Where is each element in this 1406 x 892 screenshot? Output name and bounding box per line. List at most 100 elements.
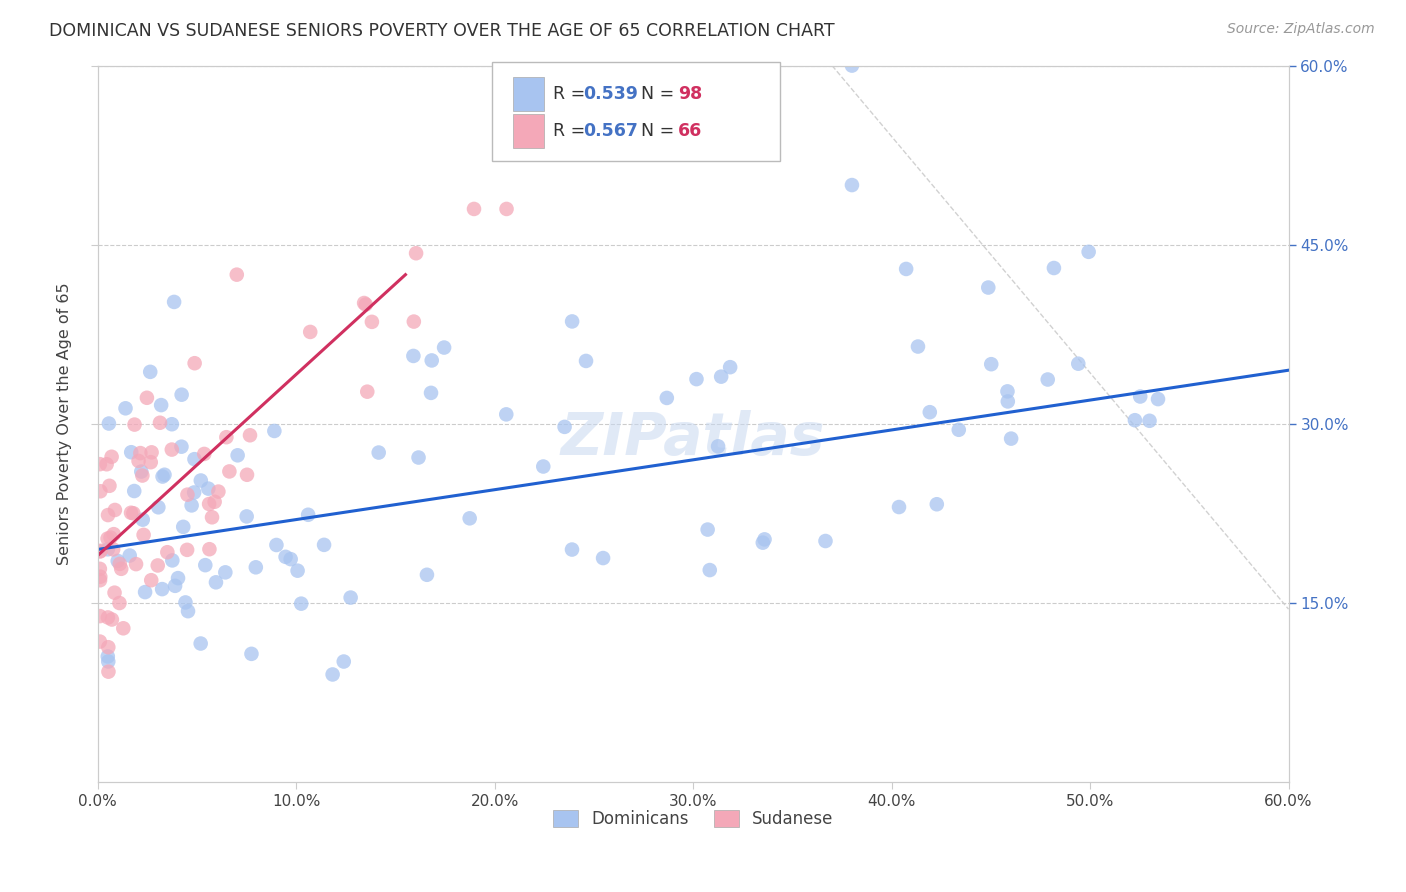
Point <box>97 655 120 669</box>
Point <box>463 202 485 216</box>
Point <box>149 416 172 430</box>
Point <box>96 457 118 471</box>
Point <box>361 315 384 329</box>
Point <box>354 297 377 311</box>
Point <box>495 202 517 216</box>
Point <box>433 341 456 355</box>
Point <box>215 430 238 444</box>
Point <box>205 575 228 590</box>
Point <box>128 454 150 468</box>
Point <box>1147 392 1170 406</box>
Text: N =: N = <box>630 85 679 103</box>
Point <box>193 447 215 461</box>
Point <box>110 562 132 576</box>
Point <box>101 613 124 627</box>
Point <box>190 636 212 650</box>
Point <box>183 452 205 467</box>
Text: 66: 66 <box>678 122 702 140</box>
Point <box>152 469 174 483</box>
Point <box>150 398 173 412</box>
Point <box>322 667 344 681</box>
Point <box>977 280 1000 294</box>
Point <box>207 484 229 499</box>
Point <box>561 542 583 557</box>
Point <box>89 609 111 624</box>
Point <box>685 372 707 386</box>
Point <box>132 513 155 527</box>
Point <box>183 356 205 370</box>
Text: Source: ZipAtlas.com: Source: ZipAtlas.com <box>1227 22 1375 37</box>
Point <box>89 573 111 587</box>
Point <box>156 545 179 559</box>
Point <box>120 445 142 459</box>
Point <box>89 457 111 471</box>
Point <box>103 527 125 541</box>
Point <box>97 610 120 624</box>
Point <box>146 558 169 573</box>
Point <box>1139 414 1161 428</box>
Point <box>183 485 205 500</box>
Point <box>118 549 141 563</box>
Point <box>129 446 152 460</box>
Text: 0.539: 0.539 <box>583 85 638 103</box>
Point <box>104 503 127 517</box>
Point <box>176 488 198 502</box>
Point <box>198 542 221 557</box>
Legend: Dominicans, Sudanese: Dominicans, Sudanese <box>547 804 841 835</box>
Point <box>907 339 929 353</box>
Point <box>263 424 285 438</box>
Point <box>150 582 173 596</box>
Point <box>420 385 443 400</box>
Point <box>180 499 202 513</box>
Text: R =: R = <box>553 85 591 103</box>
Point <box>204 495 226 509</box>
Point <box>980 357 1002 371</box>
Point <box>135 391 157 405</box>
Point <box>887 500 910 514</box>
Point <box>718 360 741 375</box>
Point <box>97 532 120 546</box>
Point <box>754 533 776 547</box>
Point <box>214 566 236 580</box>
Point <box>710 369 733 384</box>
Point <box>98 479 121 493</box>
Point <box>172 520 194 534</box>
Point <box>225 268 247 282</box>
Point <box>122 483 145 498</box>
Point <box>112 621 135 635</box>
Point <box>160 442 183 457</box>
Point <box>134 585 156 599</box>
Point <box>132 528 155 542</box>
Point <box>696 523 718 537</box>
Point <box>402 315 425 329</box>
Point <box>120 506 142 520</box>
Point <box>108 557 131 571</box>
Point <box>531 459 554 474</box>
Point <box>575 354 598 368</box>
Point <box>814 534 837 549</box>
Point <box>841 59 863 73</box>
Point <box>190 474 212 488</box>
Point <box>163 294 186 309</box>
Point <box>353 296 375 310</box>
Point <box>89 634 111 648</box>
Point <box>160 417 183 432</box>
Point <box>699 563 721 577</box>
Point <box>100 450 122 464</box>
Point <box>339 591 361 605</box>
Point <box>201 510 224 524</box>
Point <box>416 567 439 582</box>
Point <box>918 405 941 419</box>
Text: N =: N = <box>630 122 679 140</box>
Point <box>236 467 259 482</box>
Point <box>97 542 120 557</box>
Point <box>274 549 297 564</box>
Point <box>235 509 257 524</box>
Point <box>266 538 288 552</box>
Point <box>356 384 378 399</box>
Point <box>1043 260 1066 275</box>
Point <box>245 560 267 574</box>
Point <box>131 468 153 483</box>
Point <box>97 649 120 664</box>
Point <box>165 579 187 593</box>
